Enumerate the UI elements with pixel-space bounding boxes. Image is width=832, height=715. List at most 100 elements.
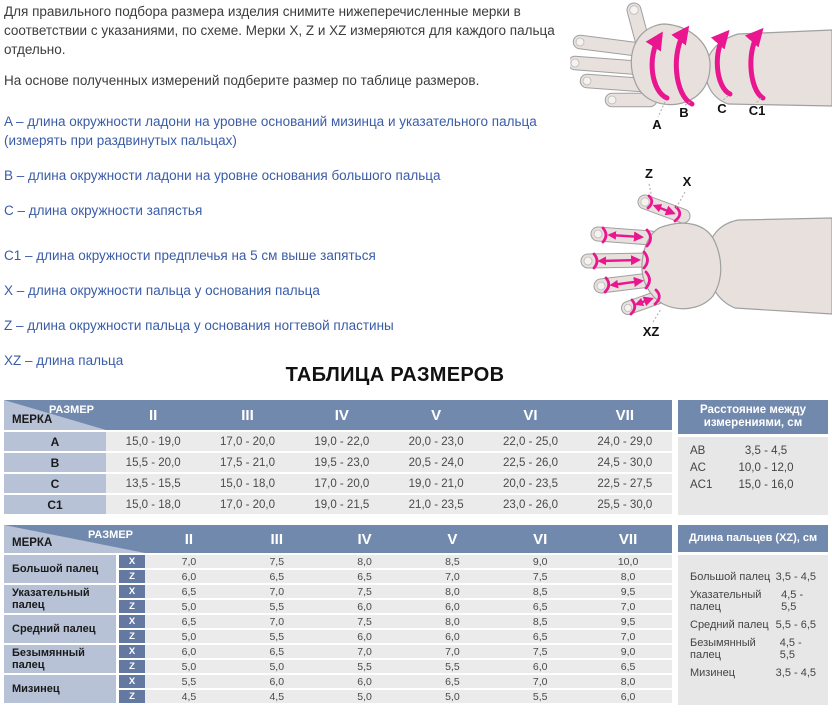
- hand-outline: [580, 194, 832, 315]
- leader-lines: [648, 183, 686, 323]
- table-row: B 15,5 - 20,0 17,5 - 21,0 19,5 - 23,0 20…: [4, 453, 672, 472]
- cell: 6,5: [232, 645, 321, 658]
- intro-paragraph-2: На основе полученных измерений подберите…: [4, 73, 480, 88]
- cell: 19,0 - 21,5: [294, 495, 389, 514]
- cell: 5,0: [408, 690, 497, 703]
- cell: 6,5: [408, 675, 497, 688]
- size-column-v: V: [408, 525, 497, 553]
- cell: 5,5: [145, 675, 233, 688]
- cell: 15,0 - 18,0: [106, 495, 201, 514]
- cell: 7,5: [232, 555, 321, 568]
- table-row: C1 15,0 - 18,0 17,0 - 20,0 19,0 - 21,5 2…: [4, 495, 672, 514]
- finger-circumference-tick-icons: [592, 194, 682, 316]
- cell: 6,0: [408, 600, 497, 613]
- panel-row-value: 5,5 - 6,5: [775, 619, 816, 631]
- cell: 6,0: [496, 660, 585, 673]
- cell: 6,5: [320, 570, 409, 583]
- cell: 22,5 - 27,5: [577, 474, 672, 493]
- cell: 23,0 - 26,0: [483, 495, 578, 514]
- panel-row: Средний палец 5,5 - 6,5: [678, 619, 828, 631]
- size-column-iii: III: [232, 525, 321, 553]
- finger-length-panel: Длина пальцев (XZ), см Большой палец 3,5…: [678, 525, 828, 705]
- cell: 20,0 - 23,0: [388, 432, 484, 451]
- cell: 5,5: [496, 690, 585, 703]
- panel-row: AC1 15,0 - 16,0: [678, 476, 828, 493]
- cell: 7,5: [496, 645, 585, 658]
- cell: 8,5: [496, 585, 585, 598]
- panel-row-value: 4,5 - 5,5: [781, 589, 804, 613]
- cell: 7,0: [408, 570, 497, 583]
- panel-row-label: Указательный палец: [690, 589, 762, 613]
- corner-razmer-label: РАЗМЕР: [87, 529, 133, 541]
- finger-row-x: Большой палец X 7,0 7,5 8,0 8,5 9,0 10,0: [4, 555, 672, 583]
- size-column-iv: IV: [320, 525, 409, 553]
- corner-merka-label: МЕРКА: [12, 537, 53, 549]
- hand-outline: [570, 2, 832, 108]
- definition-xz: XZ – длина пальца: [4, 353, 124, 368]
- size-column-v: V: [388, 400, 484, 430]
- size-column-vii: VII: [577, 400, 672, 430]
- finger-row-x: Мизинец X 5,5 6,0 6,0 6,5 7,0 8,0: [4, 675, 672, 703]
- panel-row-label: AC: [690, 461, 706, 474]
- panel-row-value: 15,0 - 16,0: [738, 478, 794, 491]
- cell: 5,0: [232, 660, 321, 673]
- cell: 7,0: [496, 675, 585, 688]
- cell: 15,0 - 19,0: [106, 432, 201, 451]
- cell: 21,0 - 23,5: [388, 495, 484, 514]
- finger-measurement-diagram-icon: Z X XZ: [580, 166, 832, 339]
- panel-row-label: AC1: [690, 478, 713, 491]
- definition-c: C – длина окружности запястья: [4, 203, 203, 218]
- cell: 6,0: [145, 645, 233, 658]
- finger-length-panel-header: Длина пальцев (XZ), см: [678, 525, 828, 552]
- x-badge: X: [116, 585, 145, 598]
- palm-size-table: РАЗМЕР МЕРКА II III IV V VI VII A 15,0 -…: [4, 398, 672, 516]
- diagram-label-a: A: [652, 117, 662, 132]
- size-column-vi: VI: [483, 400, 578, 430]
- finger-length-arrow-icons: [597, 204, 676, 307]
- intro-paragraph-1: Для правильного подбора размера изделия …: [4, 4, 555, 57]
- x-badge: X: [116, 675, 145, 688]
- cell: 6,5: [145, 615, 233, 628]
- cell: 8,0: [408, 615, 497, 628]
- finger-label: Указательный палец: [4, 585, 116, 613]
- table-row: C 13,5 - 15,5 15,0 - 18,0 17,0 - 20,0 19…: [4, 474, 672, 493]
- size-column-vi: VI: [496, 525, 585, 553]
- z-badge: Z: [116, 570, 145, 583]
- x-badge: X: [116, 555, 145, 568]
- cell: 20,0 - 23,5: [483, 474, 578, 493]
- distance-panel-body: AB 3,5 - 4,5 AC 10,0 - 12,0 AC1 15,0 - 1…: [678, 437, 828, 515]
- cell: 7,0: [320, 645, 409, 658]
- size-column-ii: II: [145, 525, 233, 553]
- cell: 15,5 - 20,0: [106, 453, 201, 472]
- cell: 7,0: [232, 585, 321, 598]
- corner-cell: РАЗМЕР МЕРКА: [4, 525, 145, 553]
- finger-label: Мизинец: [4, 675, 116, 703]
- cell: 6,0: [320, 630, 409, 643]
- panel-row-label: AB: [690, 444, 706, 457]
- cell: 8,0: [584, 570, 672, 583]
- cell: 6,0: [584, 690, 672, 703]
- cell: 8,0: [408, 585, 497, 598]
- x-badge: X: [116, 645, 145, 658]
- corner-cell: РАЗМЕР МЕРКА: [4, 400, 106, 430]
- definition-x: X – длина окружности пальца у основания …: [4, 283, 320, 298]
- cell: 6,5: [145, 585, 233, 598]
- cell: 6,0: [232, 675, 321, 688]
- cell: 8,5: [496, 615, 585, 628]
- corner-merka-label: МЕРКА: [12, 414, 53, 426]
- cell: 25,5 - 30,0: [577, 495, 672, 514]
- cell: 7,5: [496, 570, 585, 583]
- cell: 9,5: [584, 585, 672, 598]
- cell: 7,0: [232, 615, 321, 628]
- cell: 8,0: [584, 675, 672, 688]
- z-badge: Z: [116, 660, 145, 673]
- z-badge: Z: [116, 630, 145, 643]
- finger-row-x: Безымянный палец X 6,0 6,5 7,0 7,0 7,5 9…: [4, 645, 672, 673]
- hand-circumference-diagram-icon: A B C C1: [570, 2, 832, 132]
- distance-panel-header: Расстояние между измерениями, см: [678, 400, 828, 434]
- finger-row-x: Средний палец X 6,5 7,0 7,5 8,0 8,5 9,5: [4, 615, 672, 643]
- diagram-label-c1: C1: [749, 103, 766, 118]
- definition-b: B – длина окружности ладони на уровне ос…: [4, 168, 441, 183]
- cell: 5,0: [320, 690, 409, 703]
